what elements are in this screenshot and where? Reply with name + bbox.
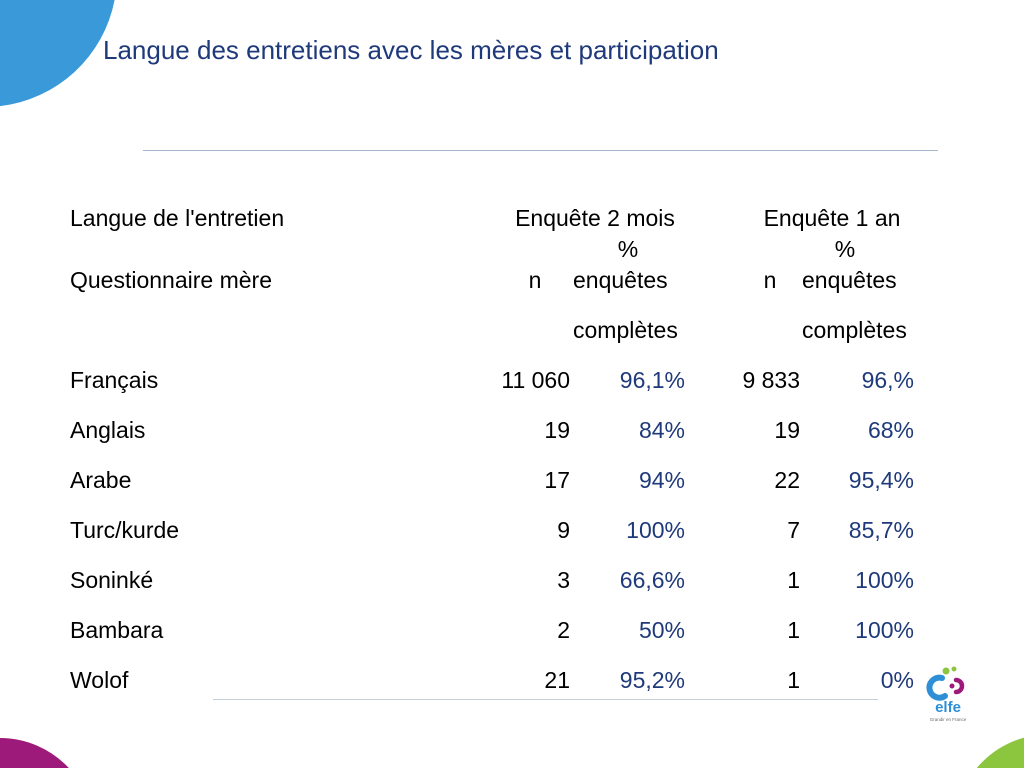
cell-language: Arabe (70, 467, 132, 493)
cell-n-1-year: 19 (774, 417, 800, 443)
cell-n-1-year: 1 (787, 667, 800, 693)
corner-circle-top-left (0, 0, 115, 107)
cell-language: Wolof (70, 667, 129, 693)
cell-percent-2-months: 66,6% (619, 567, 685, 593)
logo-magenta-dot (949, 683, 955, 689)
header-percent-2-months-line-1: % (617, 236, 639, 262)
cell-percent-1-year: 95,4% (848, 467, 914, 493)
elfe-logo-icon (926, 666, 965, 701)
table-row: Anglais 19 84% 19 68% (0, 415, 1024, 445)
table-header-row: complètes complètes (0, 315, 1024, 345)
header-percent-2-months-line-2: enquêtes (573, 267, 668, 293)
table-row: Arabe 17 94% 22 95,4% (0, 465, 1024, 495)
cell-percent-1-year: 100% (855, 617, 914, 643)
cell-language: Bambara (70, 617, 164, 643)
elfe-logo: elfe Grandir en France (926, 666, 967, 722)
cell-n-1-year: 1 (787, 617, 800, 643)
table-row: Français 11 060 96,1% 9 833 96,% (0, 365, 1024, 395)
table-row: Wolof 21 95,2% 1 0% (0, 665, 1024, 695)
table-header-row: Questionnaire mère n enquêtes n enquêtes (0, 265, 1024, 295)
cell-n-2-months: 17 (544, 467, 570, 493)
logo-blue-crescent (926, 674, 948, 701)
cell-n-2-months: 2 (557, 617, 570, 643)
title-divider (143, 150, 938, 151)
cell-percent-2-months: 100% (626, 517, 685, 543)
corner-circle-bottom-left (0, 738, 69, 768)
cell-percent-1-year: 0% (880, 667, 914, 693)
cell-percent-1-year: 100% (855, 567, 914, 593)
cell-n-1-year: 9 833 (742, 367, 800, 393)
cell-percent-2-months: 95,2% (619, 667, 685, 693)
cell-n-2-months: 21 (544, 667, 570, 693)
page-title: Langue des entretiens avec les mères et … (103, 35, 719, 65)
header-percent-1-year-line-2: enquêtes (802, 267, 897, 293)
cell-language: Turc/kurde (70, 517, 180, 543)
table-header-row: Langue de l'entretien Enquête 2 mois Enq… (0, 203, 1024, 233)
table-row: Bambara 2 50% 1 100% (0, 615, 1024, 645)
header-questionnaire: Questionnaire mère (70, 267, 272, 293)
cell-n-2-months: 19 (544, 417, 570, 443)
cell-percent-1-year: 85,7% (848, 517, 914, 543)
cell-percent-2-months: 94% (638, 467, 685, 493)
cell-n-2-months: 11 060 (501, 367, 570, 393)
header-group-2-months: Enquête 2 mois (515, 205, 675, 231)
cell-language: Soninké (70, 567, 154, 593)
cell-percent-2-months: 50% (638, 617, 685, 643)
header-n-1-year: n (763, 267, 777, 293)
header-language: Langue de l'entretien (70, 205, 285, 231)
logo-tagline: Grandir en France (930, 717, 967, 722)
cell-n-2-months: 9 (557, 517, 570, 543)
header-n-2-months: n (528, 267, 542, 293)
cell-percent-1-year: 68% (867, 417, 914, 443)
cell-percent-2-months: 96,1% (619, 367, 685, 393)
cell-n-1-year: 7 (787, 517, 800, 543)
cell-n-1-year: 1 (787, 567, 800, 593)
header-percent-1-year-line-3: complètes (802, 317, 907, 343)
table-row: Soninké 3 66,6% 1 100% (0, 565, 1024, 595)
cell-n-2-months: 3 (557, 567, 570, 593)
table-bottom-rule (213, 699, 878, 700)
corner-circle-bottom-right (976, 737, 1024, 768)
logo-green-dot-small (951, 666, 957, 672)
cell-percent-1-year: 96,% (861, 367, 914, 393)
header-percent-1-year-line-1: % (834, 236, 856, 262)
header-group-1-year: Enquête 1 an (763, 205, 901, 231)
cell-n-1-year: 22 (774, 467, 800, 493)
logo-wordmark: elfe (935, 699, 961, 716)
header-percent-2-months-line-3: complètes (573, 317, 678, 343)
table-row: Turc/kurde 9 100% 7 85,7% (0, 515, 1024, 545)
logo-green-dot (942, 667, 950, 675)
logo-magenta-arc (953, 677, 965, 695)
cell-language: Anglais (70, 417, 146, 443)
table-header-row: % % (0, 234, 1024, 264)
cell-language: Français (70, 367, 159, 393)
cell-percent-2-months: 84% (638, 417, 685, 443)
